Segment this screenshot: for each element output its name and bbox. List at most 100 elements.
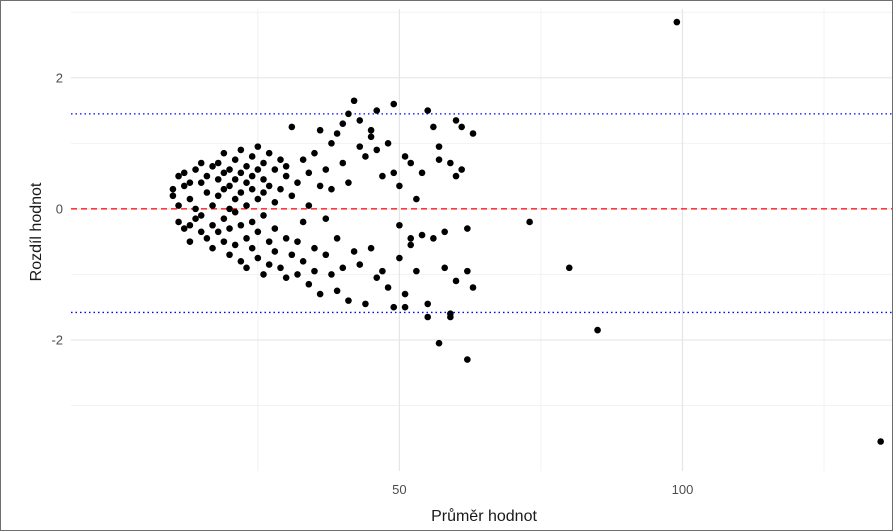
data-point <box>299 156 307 164</box>
data-point <box>254 254 262 262</box>
data-point <box>226 182 233 190</box>
data-point <box>339 264 347 272</box>
data-point <box>260 189 267 196</box>
data-point <box>209 244 216 252</box>
data-point <box>435 156 443 164</box>
data-point <box>192 166 199 173</box>
data-point <box>277 185 284 193</box>
data-point <box>260 159 267 167</box>
data-point <box>288 192 296 200</box>
data-point <box>214 159 222 167</box>
data-point <box>418 169 426 177</box>
data-point <box>401 290 409 298</box>
data-point <box>311 244 318 252</box>
data-point <box>209 202 216 209</box>
data-point <box>226 205 233 213</box>
data-point <box>192 215 199 223</box>
x-tick-label: 50 <box>392 482 406 497</box>
data-point <box>203 189 211 196</box>
y-tick-label: 2 <box>56 70 63 85</box>
data-point <box>180 169 188 177</box>
data-point <box>243 179 250 186</box>
data-point <box>260 176 267 183</box>
data-point <box>277 264 284 272</box>
data-point <box>356 117 364 124</box>
data-point <box>220 215 228 223</box>
data-point <box>214 192 222 200</box>
data-point <box>328 140 335 147</box>
data-point <box>288 123 296 131</box>
data-point <box>231 156 239 164</box>
data-point <box>220 238 228 245</box>
y-tick-labels: -2 0 2 <box>51 70 63 347</box>
data-point <box>441 264 448 272</box>
data-point <box>186 238 194 245</box>
x-tick-labels: 50 100 <box>392 482 693 497</box>
data-point <box>226 166 233 173</box>
data-point <box>379 267 386 275</box>
data-point <box>186 221 194 229</box>
reference-lines <box>71 113 892 314</box>
data-point <box>435 339 443 347</box>
data-point <box>294 271 301 278</box>
data-point <box>299 218 307 226</box>
data-point <box>192 205 199 213</box>
data-point <box>203 235 211 242</box>
data-point <box>316 182 324 190</box>
data-point <box>350 248 358 255</box>
data-point <box>294 179 301 186</box>
data-point <box>464 267 471 275</box>
data-point <box>447 159 454 167</box>
data-point <box>197 212 205 219</box>
data-point <box>214 228 222 236</box>
data-point <box>407 159 415 167</box>
data-point <box>333 235 341 242</box>
data-point <box>169 185 177 193</box>
data-point <box>367 126 375 134</box>
data-point <box>209 162 216 170</box>
data-point <box>299 257 307 265</box>
data-point <box>248 153 256 160</box>
data-point <box>345 110 352 118</box>
data-point <box>237 169 245 177</box>
data-point <box>367 244 375 252</box>
data-point <box>396 254 403 262</box>
data-point <box>401 303 409 311</box>
data-point <box>282 235 290 242</box>
y-tick-label: 0 <box>56 201 63 216</box>
grid-lines <box>71 9 892 471</box>
data-point <box>237 146 245 154</box>
data-point <box>413 267 420 275</box>
data-point <box>452 117 460 124</box>
data-point <box>180 225 188 232</box>
data-point <box>396 182 403 190</box>
x-axis-title: Průměr hodnot <box>431 507 537 525</box>
data-point <box>362 153 369 160</box>
data-point <box>328 271 335 278</box>
data-point <box>265 149 273 157</box>
data-point <box>231 176 239 183</box>
data-point <box>464 225 471 232</box>
data-point <box>379 172 386 180</box>
data-point <box>248 218 256 226</box>
data-point <box>452 277 460 285</box>
data-point <box>311 149 318 157</box>
data-point <box>373 274 381 281</box>
data-point <box>186 195 194 203</box>
data-point <box>396 221 403 229</box>
data-point <box>254 166 262 173</box>
data-point <box>328 185 335 193</box>
data-point <box>214 176 222 183</box>
data-point <box>458 123 465 131</box>
data-point <box>231 241 239 249</box>
data-point <box>197 228 205 236</box>
data-point <box>316 290 324 298</box>
data-point <box>390 169 398 177</box>
data-point <box>248 244 256 252</box>
data-point <box>305 169 313 177</box>
data-point <box>248 185 256 193</box>
data-point <box>243 235 250 242</box>
data-point <box>226 225 233 232</box>
